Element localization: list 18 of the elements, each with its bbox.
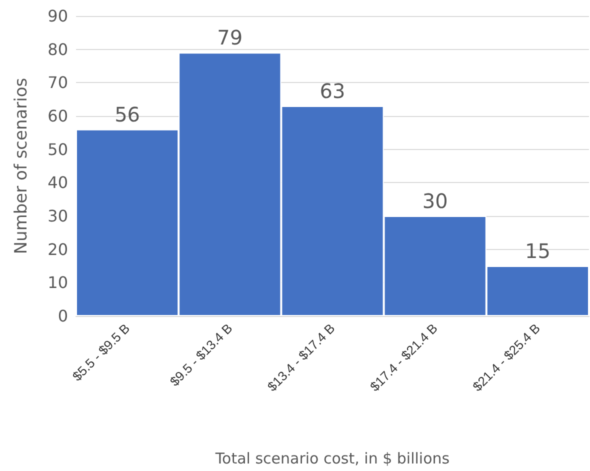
data-label: 63: [320, 79, 346, 103]
y-axis-title: Number of scenarios: [12, 78, 32, 254]
y-tick-label: 90: [48, 6, 68, 26]
data-label: 79: [217, 26, 243, 50]
y-tick-label: 40: [48, 173, 68, 192]
y-tick-label: 30: [48, 206, 68, 226]
y-tick-label: 0: [58, 306, 68, 326]
y-tick-label: 10: [48, 273, 68, 292]
y-tick-label: 50: [48, 140, 68, 159]
y-tick-label: 60: [48, 106, 68, 126]
x-axis-title: Total scenario cost, in $ billions: [214, 450, 450, 468]
data-label: 15: [524, 239, 550, 263]
data-label: 56: [114, 102, 140, 126]
y-tick-label: 70: [48, 73, 68, 92]
y-tick-label: 20: [48, 240, 68, 259]
x-tick-label: $5.5 - $9.5 B: [69, 320, 133, 384]
y-tick-label: 80: [48, 40, 68, 59]
data-label: 30: [422, 189, 448, 213]
